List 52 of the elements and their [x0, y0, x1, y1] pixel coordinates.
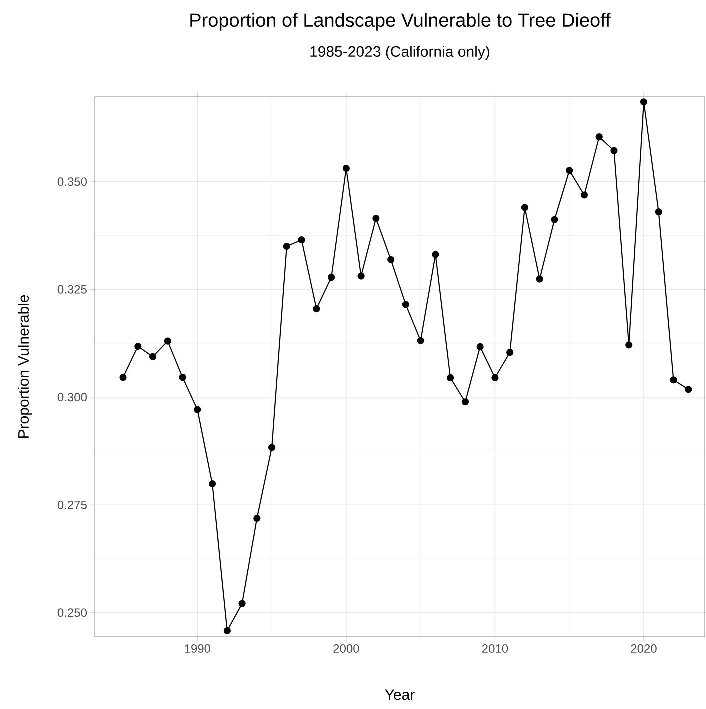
point [164, 338, 172, 345]
point [238, 600, 246, 608]
point [342, 164, 350, 172]
point [298, 236, 306, 244]
point [432, 251, 440, 258]
chart-subtitle: 1985-2023 (California only) [310, 46, 490, 60]
point [358, 272, 365, 280]
point [447, 374, 454, 382]
point [492, 374, 499, 382]
point [626, 342, 633, 349]
point [580, 192, 588, 199]
x-tick-label: 1990 [185, 644, 211, 654]
x-tick-label: 2020 [631, 644, 657, 654]
point [208, 480, 216, 488]
point [372, 214, 380, 222]
point [149, 353, 157, 360]
y-tick-label: 0.275 [58, 500, 87, 510]
point [120, 374, 127, 382]
point [417, 337, 424, 344]
point [551, 216, 558, 224]
point [685, 386, 692, 394]
point [670, 376, 678, 384]
point [313, 305, 320, 313]
point [462, 398, 470, 406]
point [640, 98, 648, 106]
point [268, 444, 276, 452]
point [655, 208, 662, 216]
point [283, 242, 290, 250]
x-tick-label: 2000 [334, 644, 360, 654]
point [521, 204, 529, 212]
point [402, 301, 410, 308]
y-tick-label: 0.300 [58, 393, 87, 402]
point [194, 406, 202, 414]
y-tick-label: 0.250 [58, 608, 87, 618]
x-tick-label: 2010 [482, 644, 508, 654]
point [506, 349, 514, 356]
point [476, 343, 484, 351]
y-tick-label: 0.350 [58, 178, 87, 186]
point [254, 514, 261, 522]
point [388, 256, 395, 264]
point [596, 134, 603, 141]
point [134, 342, 142, 350]
chart-title: Proportion of Landscape Vulnerable to Tree Dieoff [190, 13, 611, 31]
point [536, 276, 544, 283]
point [224, 627, 231, 635]
point [566, 167, 574, 174]
point [610, 147, 618, 154]
x-axis-title: Year [385, 690, 415, 700]
point [179, 374, 186, 382]
point [328, 274, 336, 282]
y-axis-title: Proportion Vulnerable [18, 295, 32, 438]
y-tick-label: 0.325 [58, 285, 87, 294]
